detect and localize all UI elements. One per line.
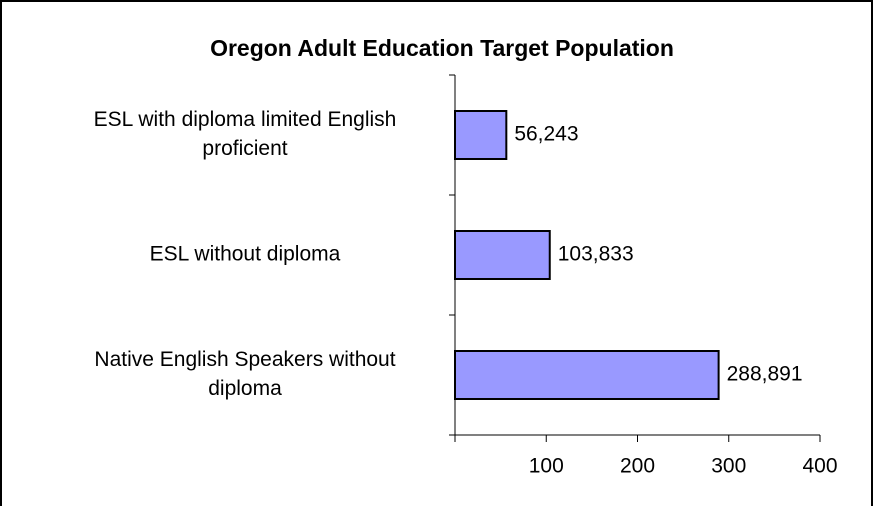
value-label: 56,243 bbox=[514, 123, 578, 146]
value-label: 288,891 bbox=[727, 363, 803, 386]
x-tick-label: 200 bbox=[620, 455, 655, 478]
y-tick-label: ESL without diploma bbox=[150, 243, 341, 266]
x-tick-label: 400 bbox=[802, 455, 837, 478]
y-tick-label: Native English Speakers without bbox=[94, 348, 395, 371]
chart-title: Oregon Adult Education Target Population bbox=[210, 35, 674, 61]
x-tick-label: 100 bbox=[529, 455, 564, 478]
y-tick-label: proficient bbox=[202, 137, 287, 160]
y-tick-label: ESL with diploma limited English bbox=[94, 108, 397, 131]
bar bbox=[454, 350, 720, 400]
value-label: 103,833 bbox=[558, 243, 634, 266]
bar bbox=[454, 230, 551, 280]
bar bbox=[454, 110, 508, 160]
y-tick-label: diploma bbox=[208, 377, 282, 400]
x-tick-label: 300 bbox=[711, 455, 746, 478]
